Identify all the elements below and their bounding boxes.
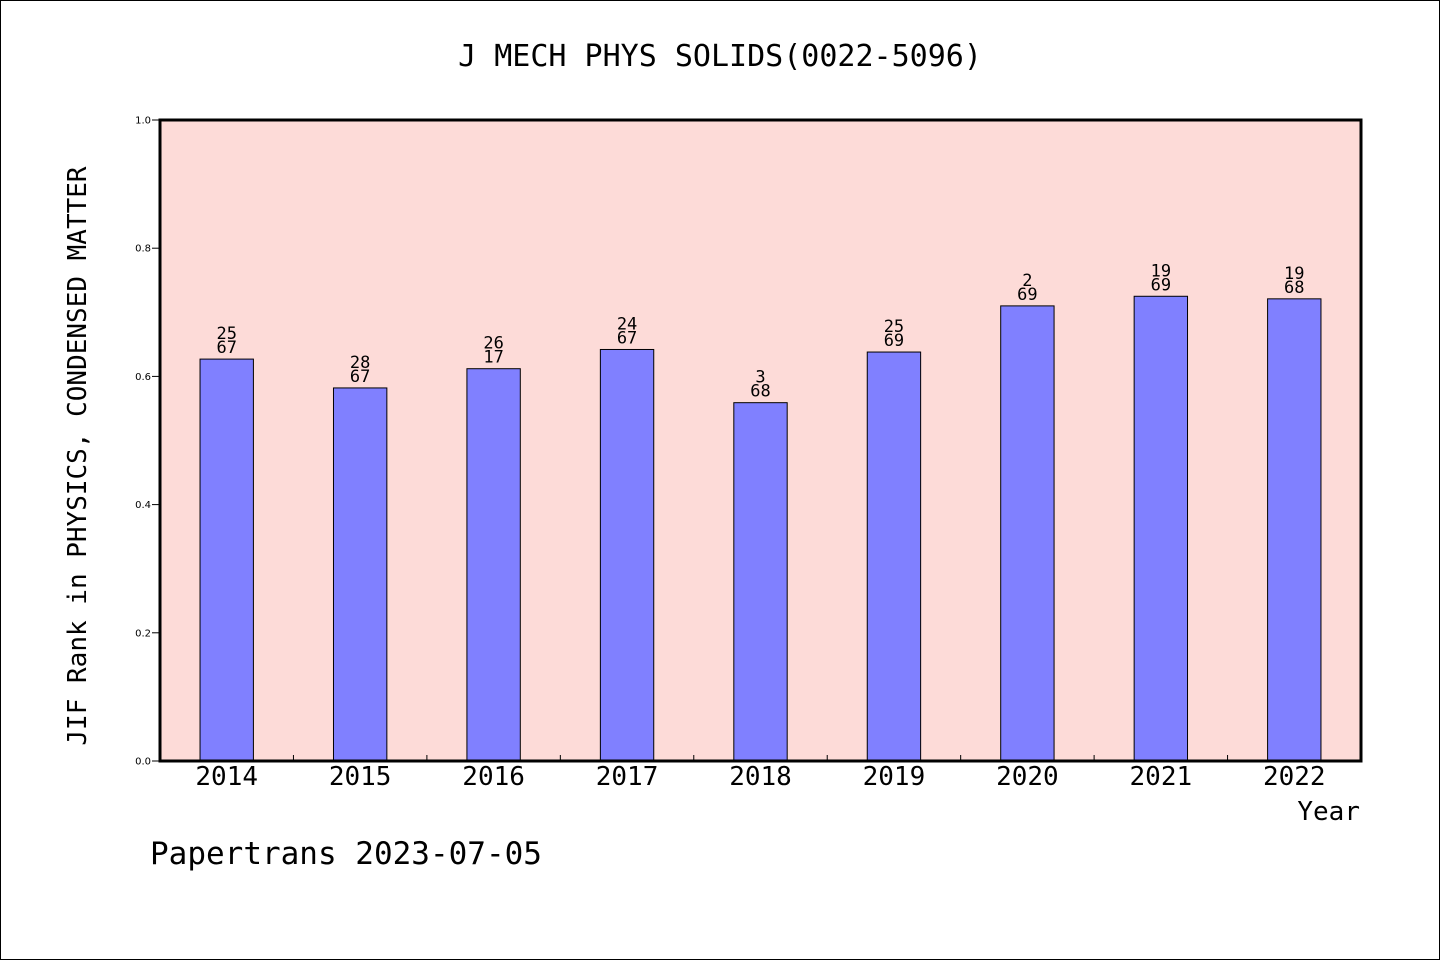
bars-layer <box>199 295 1322 762</box>
x-tick-label: 2020 <box>996 762 1059 792</box>
y-tick-label: 0.8 <box>135 244 151 255</box>
x-tick-label: 2018 <box>729 762 792 792</box>
bar-2021 <box>1133 295 1189 762</box>
bar-label-total: 69 <box>1017 285 1037 305</box>
bar-label-total: 69 <box>884 331 904 351</box>
y-tick-label: 0.0 <box>135 757 151 768</box>
bar-label-rank: 2 <box>1022 271 1032 291</box>
x-tick-label: 2022 <box>1263 762 1326 792</box>
y-tick-label: 0.2 <box>135 628 151 639</box>
y-tick-label: 0.4 <box>135 500 151 511</box>
y-tick-label: 1.0 <box>135 116 151 127</box>
bar-label-rank: 25 <box>884 317 904 337</box>
bar-label-rank: 25 <box>216 324 236 344</box>
y-axis: 0.0 0.2 0.4 0.6 0.8 1.0 <box>135 116 160 768</box>
bar-label-total: 68 <box>750 382 770 402</box>
chart-title: J MECH PHYS SOLIDS(0022-5096) <box>458 39 982 74</box>
x-tick-label: 2016 <box>462 762 525 792</box>
bar-label-total: 67 <box>216 338 236 358</box>
plot-border <box>158 118 1363 763</box>
bar-2017 <box>599 348 655 762</box>
bar-label-rank: 28 <box>350 353 370 373</box>
bar-2019 <box>866 351 922 762</box>
bar-2014 <box>199 358 254 762</box>
bar-label-rank: 24 <box>617 314 637 334</box>
x-tick-label: 2019 <box>863 762 926 792</box>
y-tick-label: 0.6 <box>135 372 151 383</box>
x-tick-label: 2014 <box>195 762 258 792</box>
bar-label-total: 17 <box>483 348 503 368</box>
x-tick-label: 2021 <box>1130 762 1193 792</box>
bar-2022 <box>1267 298 1322 762</box>
bar-2020 <box>1000 305 1055 762</box>
bar-label-rank: 19 <box>1151 261 1171 281</box>
footer-credit: Papertrans 2023-07-05 <box>150 836 542 872</box>
x-axis-title: Year <box>1297 797 1360 827</box>
bar-2015 <box>332 387 388 762</box>
bar-2016 <box>466 368 521 762</box>
bar-label-total: 67 <box>350 367 370 387</box>
bar-2018 <box>733 402 788 762</box>
bar-label-total: 67 <box>617 328 637 348</box>
x-axis: 2014 2015 2016 2017 2018 2019 2020 2021 2022 <box>195 755 1326 792</box>
bar-label-rank: 19 <box>1284 264 1304 284</box>
x-tick-label: 2015 <box>329 762 392 792</box>
y-axis-title: JIF Rank in PHYSICS, CONDENSED MATTER <box>63 166 93 746</box>
bar-label-rank: 26 <box>483 334 503 354</box>
x-tick-label: 2017 <box>596 762 659 792</box>
bar-label-total: 68 <box>1284 278 1304 298</box>
bar-label-rank: 3 <box>755 368 765 388</box>
bar-label-total: 69 <box>1151 275 1171 295</box>
